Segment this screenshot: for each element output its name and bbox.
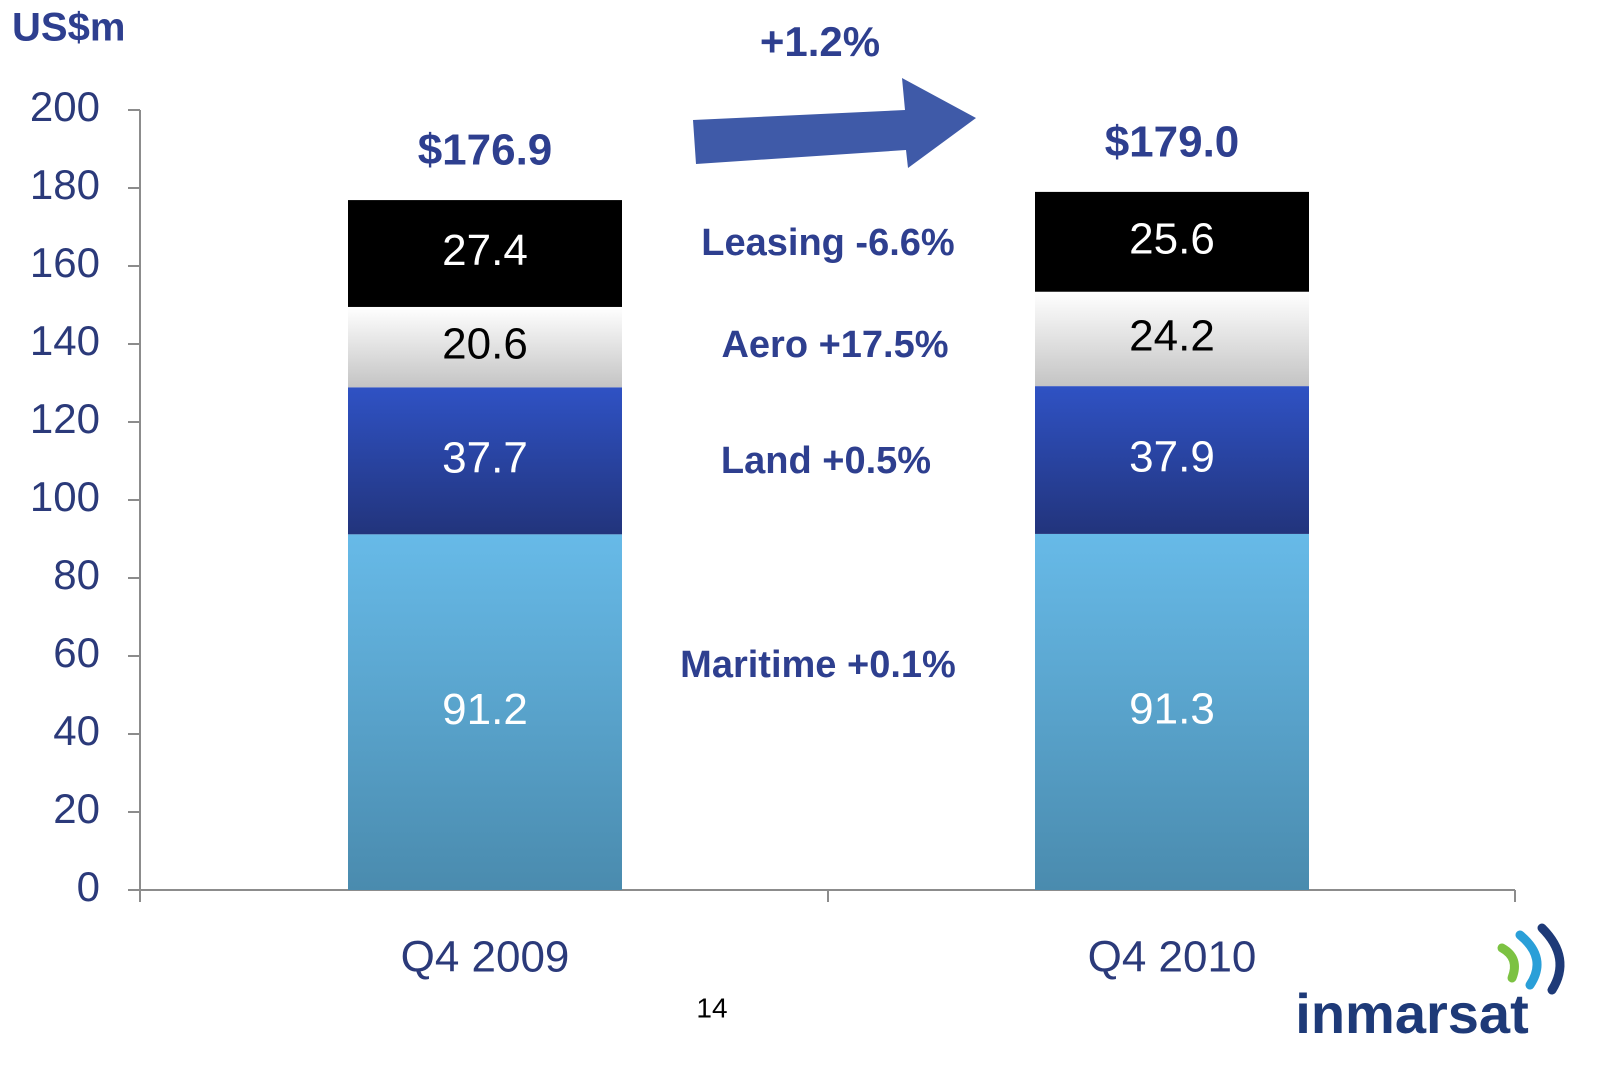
bar-segment (1035, 533, 1309, 890)
y-tick-label: 100 (30, 473, 100, 520)
bar-segment (1035, 291, 1309, 387)
value-label: 37.7 (442, 433, 528, 482)
value-label: 91.2 (442, 685, 528, 734)
series-label: Maritime +0.1% (680, 644, 956, 686)
y-tick-label: 80 (53, 551, 100, 598)
total-label: $179.0 (1105, 118, 1240, 167)
value-label: 25.6 (1129, 214, 1215, 263)
x-tick-label: Q4 2010 (1088, 933, 1257, 982)
bar-segment (1035, 191, 1309, 292)
logo-text: inmarsat (1295, 982, 1528, 1045)
bar-segment (348, 387, 622, 535)
growth-label: +1.2% (760, 18, 880, 65)
y-tick-label: 60 (53, 629, 100, 676)
series-label: Aero +17.5% (721, 324, 948, 366)
value-label: 37.9 (1129, 433, 1215, 482)
value-label: 91.3 (1129, 685, 1215, 734)
value-label: 24.2 (1129, 312, 1215, 361)
y-tick-label: 140 (30, 317, 100, 364)
y-tick-label: 200 (30, 83, 100, 130)
y-tick-label: 0 (77, 863, 100, 910)
series-label: Land +0.5% (721, 440, 931, 482)
y-tick-label: 160 (30, 239, 100, 286)
logo-icon (1497, 923, 1565, 995)
y-tick-label: 40 (53, 707, 100, 754)
series-label: Leasing -6.6% (701, 222, 954, 264)
bar-segment (348, 306, 622, 388)
growth-arrow (693, 78, 976, 168)
y-tick-label: 20 (53, 785, 100, 832)
page-number: 14 (696, 992, 727, 1023)
y-axis-title: US$m (12, 6, 125, 50)
bar-segment (348, 534, 622, 890)
y-tick-label: 120 (30, 395, 100, 442)
total-label: $176.9 (418, 126, 553, 175)
value-label: 27.4 (442, 226, 528, 275)
value-label: 20.6 (442, 320, 528, 369)
bar-segment (1035, 386, 1309, 534)
x-tick-label: Q4 2009 (401, 933, 570, 982)
y-tick-label: 180 (30, 161, 100, 208)
bar-segment (348, 200, 622, 307)
